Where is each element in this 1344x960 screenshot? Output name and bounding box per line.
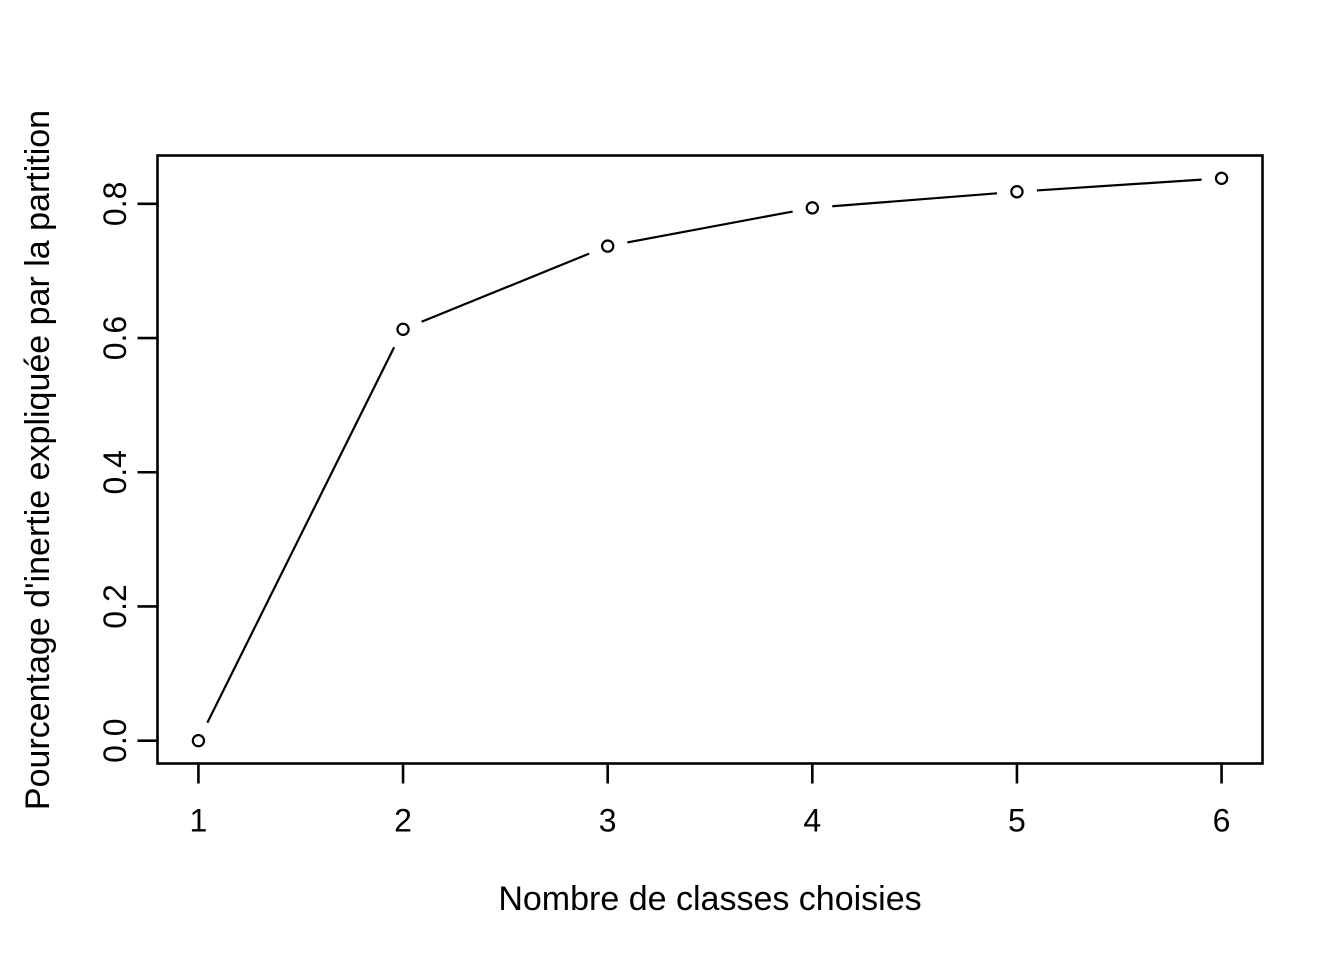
x-tick-label: 5 xyxy=(1008,803,1026,839)
y-tick-label: 0.8 xyxy=(97,182,133,226)
line-segment xyxy=(627,210,793,244)
line-segment xyxy=(832,192,998,208)
y-tick-label: 0.0 xyxy=(97,718,133,762)
x-tick-label: 4 xyxy=(803,803,821,839)
chart-layer: 1 2 3 4 5 6 0.0 0.2 0.4 0.6 0.8 xyxy=(97,154,1264,839)
data-point-marker xyxy=(805,201,820,215)
x-tick-label: 6 xyxy=(1213,803,1231,839)
data-point-marker xyxy=(1010,185,1024,199)
line-segment xyxy=(1036,178,1202,192)
y-tick-label: 0.2 xyxy=(97,584,133,628)
x-tick-label: 3 xyxy=(599,803,617,839)
data-point-marker xyxy=(600,239,615,253)
x-tick-label: 2 xyxy=(394,803,412,839)
x-axis-title: Nombre de classes choisies xyxy=(498,880,921,918)
data-point-marker xyxy=(1214,171,1229,186)
y-tick-label: 0.6 xyxy=(97,316,133,360)
line-segment xyxy=(206,346,396,724)
plot-frame xyxy=(156,154,1264,765)
y-axis-title: Pourcentage d'inertie expliquée par la p… xyxy=(19,110,57,810)
data-point-marker xyxy=(396,322,410,337)
y-tick-label: 0.4 xyxy=(97,450,133,494)
data-point-marker xyxy=(191,733,206,748)
x-tick-label: 1 xyxy=(190,803,208,839)
line-segment xyxy=(421,252,590,323)
